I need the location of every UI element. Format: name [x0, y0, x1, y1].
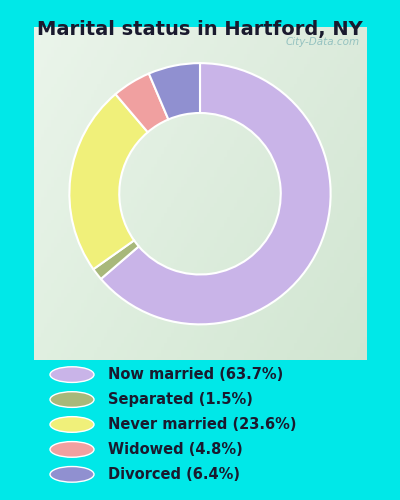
- Text: City-Data.com: City-Data.com: [286, 38, 360, 48]
- Text: Divorced (6.4%): Divorced (6.4%): [108, 467, 240, 482]
- Circle shape: [50, 367, 94, 382]
- Text: Now married (63.7%): Now married (63.7%): [108, 367, 283, 382]
- Circle shape: [50, 442, 94, 457]
- Wedge shape: [101, 63, 331, 324]
- Wedge shape: [93, 240, 139, 279]
- Text: Separated (1.5%): Separated (1.5%): [108, 392, 253, 407]
- Circle shape: [50, 392, 94, 407]
- Wedge shape: [149, 63, 200, 120]
- Wedge shape: [116, 74, 168, 132]
- Circle shape: [50, 416, 94, 432]
- Circle shape: [50, 466, 94, 482]
- Wedge shape: [69, 94, 148, 269]
- Text: Widowed (4.8%): Widowed (4.8%): [108, 442, 243, 457]
- Text: Never married (23.6%): Never married (23.6%): [108, 417, 296, 432]
- Text: Marital status in Hartford, NY: Marital status in Hartford, NY: [37, 20, 363, 39]
